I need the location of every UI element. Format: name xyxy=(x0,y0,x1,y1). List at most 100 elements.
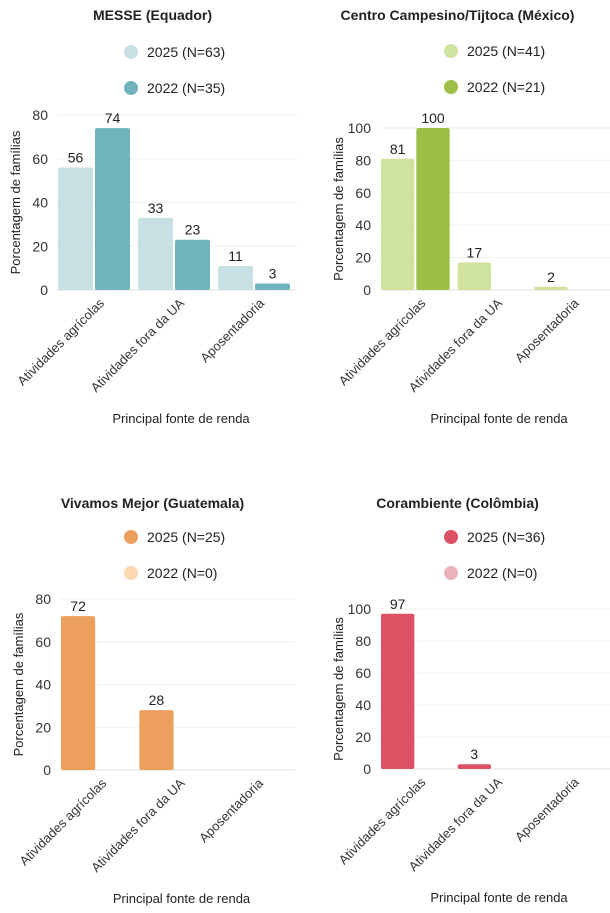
bar xyxy=(416,128,450,290)
legend-label: 2022 (N=0) xyxy=(147,565,218,581)
y-tick-label: 60 xyxy=(355,665,371,681)
bar-value-label: 100 xyxy=(421,110,445,126)
legend-label: 2025 (N=41) xyxy=(467,43,546,59)
bar xyxy=(457,262,491,290)
legend-dot-icon xyxy=(444,44,458,58)
bar-value-label: 3 xyxy=(470,746,478,762)
legend-label: 2022 (N=35) xyxy=(147,80,226,96)
x-tick-label: Aposentadoria xyxy=(196,775,266,845)
legend-item-2025: 2025 (N=63) xyxy=(124,44,225,60)
bar-value-label: 28 xyxy=(149,692,165,708)
chart-panel-guatemala: Vivamos Mejor (Guatemala) 2025 (N=25) 20… xyxy=(0,480,305,913)
x-axis-title: Principal fonte de renda xyxy=(430,890,568,905)
legend-item-2025: 2025 (N=25) xyxy=(124,529,225,545)
y-tick-label: 80 xyxy=(32,107,48,123)
chart-panel-colombia: Corambiente (Colômbia) 2025 (N=36) 2022 … xyxy=(305,480,610,913)
bar xyxy=(58,167,93,290)
y-tick-label: 20 xyxy=(32,238,48,254)
x-axis-title: Principal fonte de renda xyxy=(112,411,250,426)
bar xyxy=(534,286,568,290)
legend-label: 2025 (N=63) xyxy=(147,44,226,60)
y-tick-label: 40 xyxy=(32,195,48,211)
bar xyxy=(218,265,253,290)
y-tick-label: 80 xyxy=(355,152,371,168)
y-tick-label: 80 xyxy=(355,633,371,649)
bar-value-label: 17 xyxy=(467,244,483,260)
y-tick-label: 80 xyxy=(35,591,51,607)
legend-item-2022: 2022 (N=35) xyxy=(124,80,225,96)
legend-label: 2025 (N=36) xyxy=(467,529,546,545)
legend-dot-icon xyxy=(444,80,458,94)
legend-item-2022: 2022 (N=0) xyxy=(124,565,217,581)
bar xyxy=(381,158,415,290)
legend-label: 2025 (N=25) xyxy=(147,529,226,545)
legend-dot-icon xyxy=(124,566,138,580)
chart-panel-mexico: Centro Campesino/Tijtoca (México) 2025 (… xyxy=(305,0,610,456)
x-tick-label: Atividades agrícolas xyxy=(16,775,109,868)
legend-dot-icon xyxy=(124,81,138,95)
y-tick-label: 0 xyxy=(363,761,371,777)
legend-item-2025: 2025 (N=41) xyxy=(444,43,545,59)
legend-label: 2022 (N=0) xyxy=(467,565,538,581)
bar-value-label: 33 xyxy=(148,200,164,216)
y-tick-label: 40 xyxy=(355,697,371,713)
y-tick-label: 60 xyxy=(35,634,51,650)
x-axis-title: Principal fonte de renda xyxy=(113,891,251,906)
bar-value-label: 56 xyxy=(68,150,84,166)
chart-title: Corambiente (Colômbia) xyxy=(376,495,539,511)
y-tick-label: 60 xyxy=(32,151,48,167)
y-tick-label: 0 xyxy=(43,762,51,778)
bar-value-label: 97 xyxy=(390,596,406,612)
bar-value-label: 2 xyxy=(547,269,555,285)
legend-item-2022: 2022 (N=21) xyxy=(444,79,545,95)
x-tick-label: Atividades agrícolas xyxy=(14,295,107,388)
bar-value-label: 74 xyxy=(105,110,121,126)
chart-title: Vivamos Mejor (Guatemala) xyxy=(60,495,245,511)
y-tick-label: 100 xyxy=(348,601,372,617)
bar xyxy=(381,613,415,769)
x-tick-label: Aposentadoria xyxy=(512,774,582,844)
bar xyxy=(255,283,290,290)
y-tick-label: 40 xyxy=(355,217,371,233)
y-tick-label: 60 xyxy=(355,185,371,201)
chart-title: Centro Campesino/Tijtoca (México) xyxy=(340,7,575,23)
bar-chart: 0 20 40 60 80 Porcentagem de famílias 72 Ativid… xyxy=(11,591,295,906)
x-axis-title: Principal fonte de renda xyxy=(430,411,568,426)
bar xyxy=(138,217,173,290)
legend-item-2022: 2022 (N=0) xyxy=(444,565,537,581)
legend-dot-icon xyxy=(124,530,138,544)
y-tick-label: 0 xyxy=(40,282,48,298)
bar-value-label: 23 xyxy=(185,222,201,238)
y-tick-label: 100 xyxy=(348,120,372,136)
y-tick-label: 0 xyxy=(363,282,371,298)
bar-value-label: 72 xyxy=(70,598,86,614)
x-tick-label: Aposentadoria xyxy=(197,295,267,365)
y-axis-title: Porcentagem de famílias xyxy=(331,137,346,281)
bar-chart: 0 20 40 60 80 Porcentagem de famílias 56 74 Ativ… xyxy=(8,107,297,426)
legend-dot-icon xyxy=(124,45,138,59)
x-tick-label: Aposentadoria xyxy=(512,295,582,365)
legend-dot-icon xyxy=(444,566,458,580)
bar xyxy=(95,128,130,290)
chart-panel-messe: MESSE (Equador) 2025 (N=63) 2022 (N=35) … xyxy=(0,0,305,456)
bar-value-label: 3 xyxy=(269,265,277,281)
chart-title: MESSE (Equador) xyxy=(92,7,212,23)
y-axis-title: Porcentagem de famílias xyxy=(11,612,26,756)
bar xyxy=(457,764,491,769)
y-tick-label: 20 xyxy=(35,719,51,735)
bar xyxy=(139,710,174,770)
y-axis-title: Porcentagem de famílias xyxy=(331,617,346,761)
bar-value-label: 11 xyxy=(228,248,243,264)
y-tick-label: 40 xyxy=(35,677,51,693)
legend-dot-icon xyxy=(444,530,458,544)
bar xyxy=(61,616,96,770)
y-tick-label: 20 xyxy=(355,729,371,745)
legend-item-2025: 2025 (N=36) xyxy=(444,529,545,545)
y-tick-label: 20 xyxy=(355,250,371,266)
y-axis-title: Porcentagem de famílias xyxy=(8,130,23,274)
legend-label: 2022 (N=21) xyxy=(467,79,546,95)
bar xyxy=(175,239,210,290)
bar-value-label: 81 xyxy=(390,141,406,157)
